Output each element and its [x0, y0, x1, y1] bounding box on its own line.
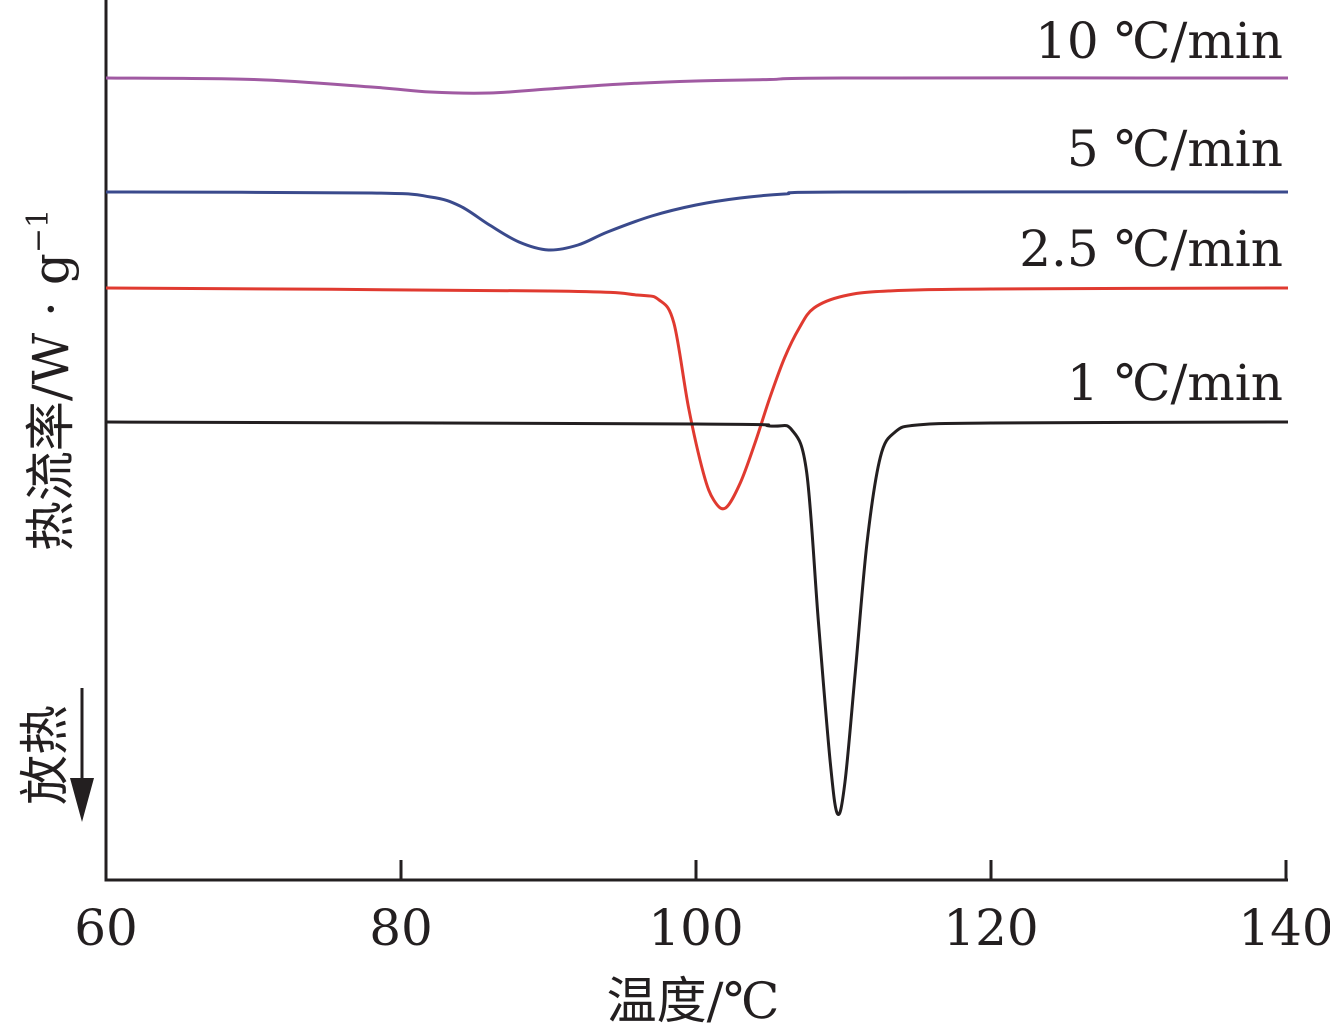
x-axis-title: 温度/℃	[607, 972, 780, 1027]
series-line	[105, 420, 1289, 817]
x-tick-label: 100	[648, 899, 743, 957]
exotherm-label: 放热	[16, 705, 74, 805]
x-ticks: 60 80 100 120 140	[74, 860, 1330, 957]
x-tick-label: 60	[74, 899, 138, 957]
y-axis-title: 热流率/W · g−1	[21, 209, 80, 551]
x-tick-label: 120	[943, 899, 1038, 957]
exotherm-arrow-icon	[70, 688, 94, 822]
y-axis-title-superscript: −1	[21, 209, 56, 253]
x-tick-label: 80	[369, 899, 433, 957]
series-line	[105, 76, 1289, 95]
series-label: 5 ℃/min	[1067, 120, 1283, 178]
series-line	[105, 286, 1289, 511]
x-tick-label: 140	[1238, 899, 1330, 957]
series-line	[105, 190, 1289, 252]
svg-text:热流率/W · g−1: 热流率/W · g−1	[21, 209, 80, 551]
series-labels: 10 ℃/min 5 ℃/min 2.5 ℃/min 1 ℃/min	[1019, 12, 1283, 412]
series-label: 10 ℃/min	[1035, 12, 1283, 70]
series-label: 1 ℃/min	[1067, 354, 1283, 412]
series-label: 2.5 ℃/min	[1019, 220, 1283, 278]
series-curves	[105, 76, 1289, 817]
y-axis-title-main: 热流率/W · g	[22, 253, 80, 551]
